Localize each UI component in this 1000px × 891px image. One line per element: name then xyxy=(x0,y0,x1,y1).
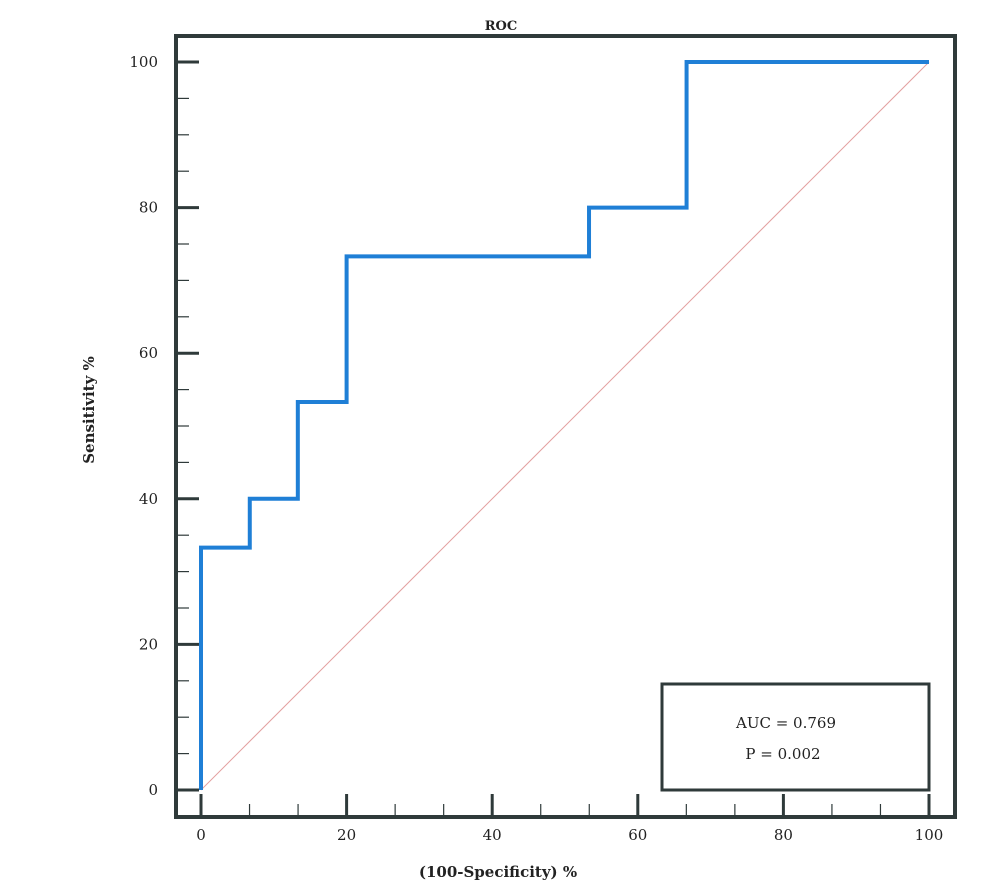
x-axis-label: (100-Specificity) % xyxy=(419,863,577,881)
x-tick-label: 100 xyxy=(915,826,944,844)
y-tick-label: 60 xyxy=(139,344,158,362)
x-axis: 0 20 40 60 80 100 xyxy=(196,794,943,844)
y-tick-label: 80 xyxy=(139,199,158,217)
x-tick-label: 40 xyxy=(483,826,502,844)
y-tick-label: 0 xyxy=(148,781,158,799)
p-value-label: P = 0.002 xyxy=(745,745,820,763)
y-tick-label: 40 xyxy=(139,490,158,508)
y-axis: 0 20 40 60 80 100 xyxy=(129,53,199,799)
roc-curve xyxy=(199,60,929,790)
auc-label: AUC = 0.769 xyxy=(735,714,836,732)
x-tick-label: 80 xyxy=(774,826,793,844)
y-tick-label: 20 xyxy=(139,635,158,653)
chart-title: ROC xyxy=(485,19,517,34)
x-tick-label: 0 xyxy=(196,826,206,844)
x-tick-label: 20 xyxy=(337,826,356,844)
y-tick-label: 100 xyxy=(129,53,158,71)
x-tick-label: 60 xyxy=(628,826,647,844)
reference-diagonal-line xyxy=(200,61,930,791)
y-axis-label: Sensitivity % xyxy=(80,356,98,464)
series-layer xyxy=(199,60,930,791)
stats-box-frame xyxy=(660,682,931,792)
stats-box: AUC = 0.769 P = 0.002 xyxy=(660,682,931,792)
